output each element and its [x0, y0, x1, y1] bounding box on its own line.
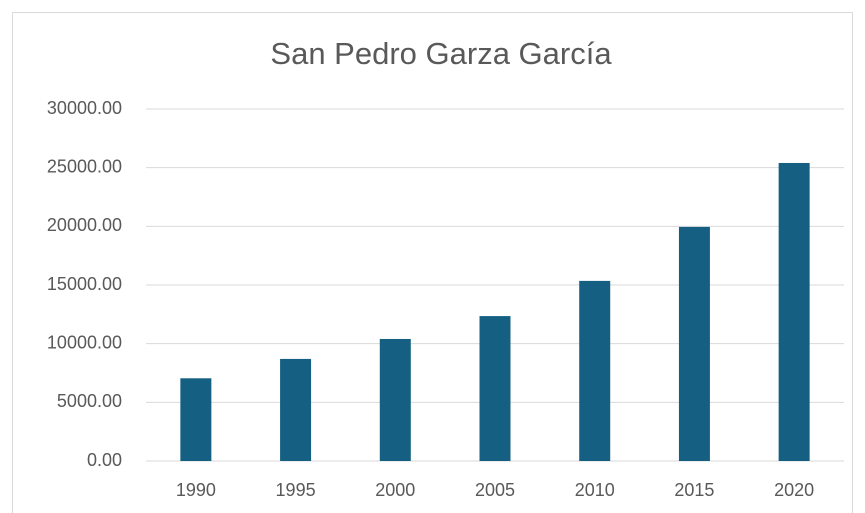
bar	[579, 280, 611, 461]
bar	[678, 226, 710, 461]
y-tick-label: 15000.00	[47, 274, 122, 294]
chart-frame	[12, 12, 853, 513]
y-tick-label: 30000.00	[47, 98, 122, 118]
x-tick-label: 2010	[575, 480, 615, 500]
y-tick-label: 25000.00	[47, 156, 122, 176]
y-tick-label: 10000.00	[47, 332, 122, 352]
x-tick-label: 2015	[674, 480, 714, 500]
x-tick-label: 1995	[276, 480, 316, 500]
chart-title: San Pedro Garza García	[270, 36, 612, 71]
bar	[778, 162, 810, 461]
x-tick-label: 2000	[375, 480, 415, 500]
y-tick-label: 20000.00	[47, 215, 122, 235]
bar	[180, 378, 212, 461]
x-tick-label: 2020	[774, 480, 814, 500]
x-tick-label: 2005	[475, 480, 515, 500]
bar	[379, 338, 411, 461]
bar	[479, 316, 511, 461]
y-tick-label: 5000.00	[57, 391, 122, 411]
y-tick-label: 0.00	[87, 450, 122, 470]
bar	[280, 358, 312, 461]
x-tick-label: 1990	[176, 480, 216, 500]
